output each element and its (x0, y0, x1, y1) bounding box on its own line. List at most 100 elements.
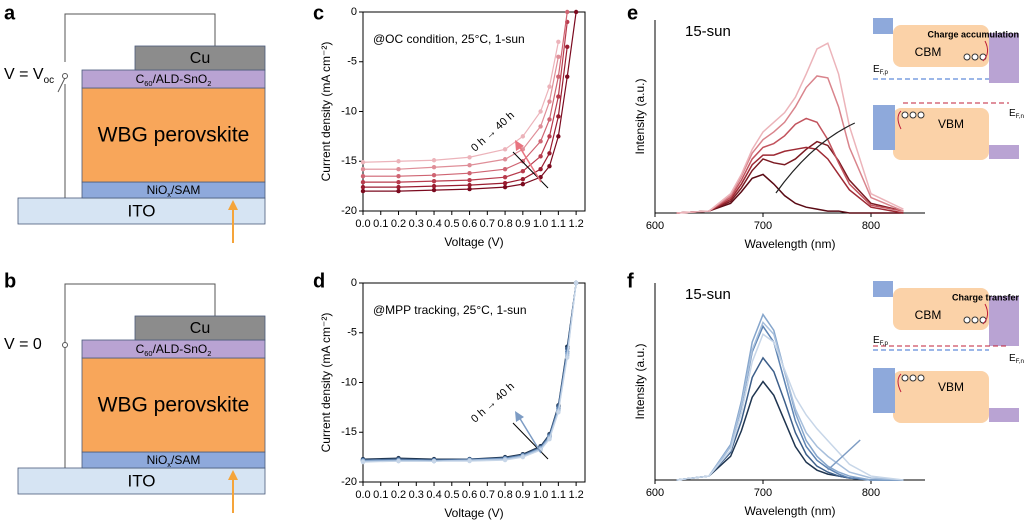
x-tick-label: 0.7 (480, 489, 495, 501)
cu-label: Cu (190, 320, 210, 337)
data-point (396, 458, 401, 464)
data-point (396, 167, 401, 172)
x-tick-label: 0.4 (426, 218, 441, 230)
data-point (556, 410, 561, 415)
x-axis-label: Voltage (V) (444, 506, 503, 520)
data-point (547, 134, 552, 139)
data-point (360, 459, 366, 465)
arrow-label: 0 h → 40 h (469, 380, 517, 425)
carrier (963, 316, 971, 324)
data-point (547, 151, 552, 156)
etl-label-part: 60 (144, 349, 152, 358)
data-point (431, 187, 437, 193)
series-line (676, 321, 904, 481)
data-point (467, 186, 472, 192)
data-point (502, 174, 508, 180)
etl-label-part: C (136, 72, 145, 86)
x-axis-label: Wavelength (nm) (745, 237, 836, 251)
htl-label-part: NiO (147, 453, 168, 467)
data-point (502, 167, 508, 172)
data-point (467, 182, 472, 188)
substrate-label: ITO (127, 201, 155, 220)
voltage-label-part: V = 0 (4, 336, 42, 353)
note-label: Charge transfer (952, 292, 1020, 302)
x-tick-label: 0.9 (515, 489, 530, 501)
x-tick-label: 0.1 (373, 489, 388, 501)
carrier (909, 374, 917, 382)
carrier (901, 111, 909, 119)
x-tick-label: 0.7 (480, 218, 495, 230)
x-axis-label: Voltage (V) (444, 235, 503, 249)
data-point (565, 355, 570, 360)
panel-label: e (627, 2, 638, 24)
carrier (917, 374, 925, 382)
data-point (547, 99, 552, 104)
trend-arrow (775, 122, 856, 194)
note-label: Charge accumulation (927, 29, 1019, 39)
carrier (971, 53, 979, 61)
x-axis-label: Wavelength (nm) (745, 504, 836, 518)
panel-label: a (4, 2, 16, 24)
data-point (431, 158, 437, 163)
data-point (396, 179, 401, 185)
condition-label: @OC condition, 25°C, 1-sun (373, 32, 525, 46)
panel-label: c (313, 2, 324, 24)
data-point (360, 184, 366, 190)
data-point (520, 159, 526, 164)
data-point (502, 157, 508, 162)
absorber-label: WBG perovskite (98, 394, 250, 417)
panel-label: f (627, 270, 634, 292)
data-point (538, 124, 543, 129)
data-point (467, 155, 472, 160)
x-tick-label: 1.1 (551, 489, 566, 501)
series-line (363, 21, 568, 183)
data-point (502, 184, 508, 190)
vbm-label: VBM (938, 117, 964, 131)
x-tick-label: 1.2 (568, 218, 583, 230)
data-point (556, 94, 561, 99)
series-line (676, 312, 904, 481)
data-point (467, 458, 472, 464)
series-line (363, 56, 559, 170)
fermi-p-label-part: F,p (880, 69, 889, 76)
light-arrowhead (228, 200, 238, 210)
data-point (556, 54, 561, 59)
etl-label-part: 2 (207, 349, 211, 358)
etl-block-low (989, 408, 1019, 422)
wire (64, 283, 216, 468)
series-line (362, 41, 559, 163)
x-tick-label: 600 (646, 487, 664, 499)
etl-block (989, 296, 1019, 346)
x-tick-label: 0.1 (373, 218, 388, 230)
etl-label-part: /ALD-SnO (153, 342, 208, 356)
data-point (431, 165, 437, 170)
etl-label: C60/ALD-SnO2 (136, 342, 212, 358)
x-tick-label: 1.2 (568, 489, 583, 501)
x-tick-label: 1.0 (533, 218, 548, 230)
htl-label-part: NiO (147, 183, 168, 197)
x-tick-label: 1.1 (551, 218, 566, 230)
x-tick-label: 0.3 (409, 489, 424, 501)
fermi-p-label-part: E (873, 64, 880, 75)
fermi-n-label-part: E (1009, 353, 1016, 364)
data-point (360, 167, 366, 172)
absorber-label: WBG perovskite (98, 124, 250, 147)
y-tick-label: -20 (341, 205, 357, 217)
voltage-label-part: oc (44, 75, 55, 86)
data-point (565, 44, 570, 50)
data-point (520, 169, 526, 174)
cbm-label: CBM (915, 308, 942, 322)
data-point (538, 154, 543, 159)
htl-block-low (873, 105, 895, 150)
x-tick-label: 0.9 (515, 218, 530, 230)
guide-line (512, 422, 549, 460)
data-point (573, 9, 579, 15)
etl-label-part: 60 (144, 79, 152, 88)
x-tick-label: 800 (862, 220, 880, 232)
etl-label-part: 2 (207, 79, 211, 88)
carrier (971, 316, 979, 324)
data-point (396, 184, 401, 190)
data-point (547, 84, 552, 89)
data-point (547, 164, 552, 169)
